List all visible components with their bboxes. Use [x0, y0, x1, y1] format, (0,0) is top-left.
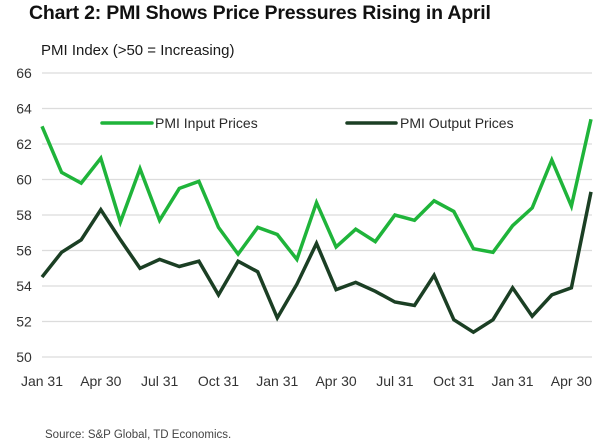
- y-tick-label: 66: [16, 65, 32, 81]
- legend-label-input-prices: PMI Input Prices: [155, 115, 258, 131]
- x-tick-label: Apr 30: [551, 373, 592, 389]
- legend-label-output-prices: PMI Output Prices: [400, 115, 514, 131]
- y-tick-label: 56: [16, 243, 32, 259]
- series-lines: [40, 118, 593, 335]
- x-tick-label: Apr 30: [315, 373, 356, 389]
- y-tick-label: 58: [16, 207, 32, 223]
- series-line-input-prices: [40, 118, 593, 264]
- gridlines: [42, 72, 592, 358]
- x-tick-label: Oct 31: [198, 373, 239, 389]
- y-tick-label: 52: [16, 314, 32, 330]
- x-tick-label: Jul 31: [376, 373, 414, 389]
- x-axis-ticks: Jan 31 Apr 30 Jul 31 Oct 31 Jan 31 Apr 30 Jul …: [21, 373, 592, 389]
- x-tick-label: Jan 31: [256, 373, 298, 389]
- source-note: Source: S&P Global, TD Economics.: [45, 429, 232, 441]
- x-tick-label: Jan 31: [21, 373, 63, 389]
- x-tick-label: Oct 31: [433, 373, 474, 389]
- x-tick-label: Jan 31: [492, 373, 534, 389]
- x-tick-label: Jul 31: [141, 373, 179, 389]
- y-tick-label: 62: [16, 136, 32, 152]
- y-axis-ticks: 50 52 54 56 58 60 62 64 66: [16, 65, 32, 365]
- y-axis-label: PMI Index (>50 = Increasing): [41, 42, 235, 59]
- y-tick-label: 64: [16, 101, 32, 117]
- legend: PMI Input Prices PMI Output Prices: [100, 115, 514, 131]
- chart-title: Chart 2: PMI Shows Price Pressures Risin…: [29, 2, 491, 24]
- y-tick-label: 50: [16, 349, 32, 365]
- y-tick-label: 60: [16, 172, 32, 188]
- y-tick-label: 54: [16, 278, 32, 294]
- x-tick-label: Apr 30: [80, 373, 121, 389]
